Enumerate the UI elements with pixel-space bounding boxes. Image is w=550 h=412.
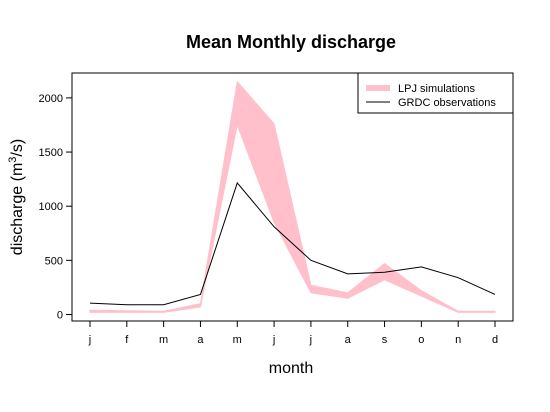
y-tick-label: 2000: [39, 93, 63, 105]
y-axis: 0 500 1000 1500 2000: [39, 93, 72, 322]
x-tick-label: j: [272, 334, 275, 346]
x-tick-label: d: [492, 334, 498, 346]
y-axis-label: discharge (m3/s): [7, 139, 26, 255]
y-axis-label-main: discharge (m: [9, 163, 26, 255]
x-tick-label: o: [418, 334, 424, 346]
legend: LPJ simulations GRDC observations: [357, 72, 514, 114]
x-axis-label: month: [269, 360, 313, 377]
legend-label-lpj: LPJ simulations: [398, 83, 476, 95]
x-tick-label: m: [159, 334, 168, 346]
x-tick-label: j: [88, 334, 91, 346]
x-tick-label: j: [309, 334, 312, 346]
x-tick-label: a: [197, 334, 204, 346]
y-tick-label: 1500: [39, 147, 63, 159]
y-tick-label: 0: [57, 310, 63, 322]
x-tick-label: a: [345, 334, 352, 346]
y-tick-label: 1000: [39, 201, 63, 213]
x-tick-label: m: [233, 334, 242, 346]
series-layer: [89, 80, 496, 313]
x-tick-label: s: [382, 334, 388, 346]
lpj-simulations-band: [89, 80, 496, 313]
plot-frame: [71, 72, 514, 322]
y-axis-label-superscript: 3: [7, 157, 19, 163]
chart-title: Mean Monthly discharge: [186, 32, 396, 52]
legend-box: [357, 72, 514, 114]
y-axis-label-end: /s): [9, 139, 26, 157]
legend-label-grdc: GRDC observations: [398, 97, 496, 109]
grdc-observations-line: [89, 181, 496, 306]
x-tick-label: n: [455, 334, 461, 346]
x-tick-label: f: [125, 334, 129, 346]
y-tick-label: 500: [45, 255, 63, 267]
